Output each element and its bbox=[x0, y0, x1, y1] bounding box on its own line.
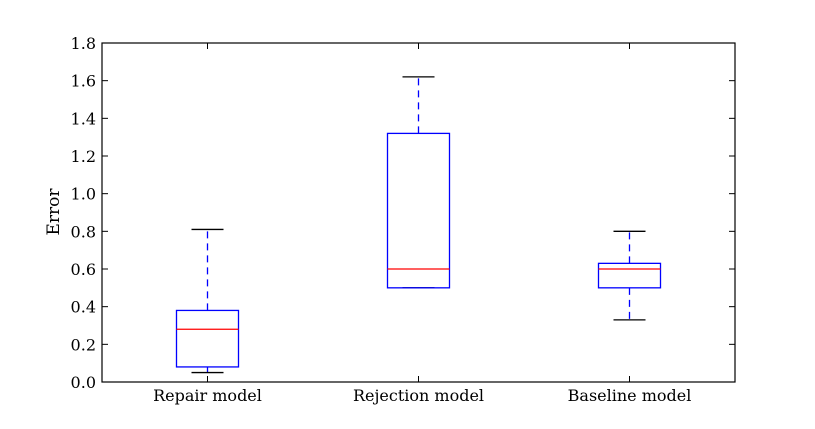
x-tick-label: Repair model bbox=[153, 386, 262, 405]
y-tick-label: 1.2 bbox=[71, 147, 96, 166]
y-tick-label: 0.8 bbox=[71, 222, 96, 241]
iqr-box bbox=[386, 132, 451, 289]
x-axis-ticks: Repair model Rejection model Baseline mode… bbox=[153, 43, 691, 405]
y-tick-label: 1.0 bbox=[71, 185, 96, 204]
box-1 bbox=[175, 228, 240, 374]
y-tick-label: 0.0 bbox=[71, 373, 96, 392]
iqr-box bbox=[597, 262, 662, 289]
x-tick-label: Baseline model bbox=[568, 386, 692, 405]
y-tick-label: 1.8 bbox=[71, 34, 96, 53]
y-axis-label: Error bbox=[44, 188, 64, 236]
box-3 bbox=[597, 230, 662, 321]
iqr-box bbox=[175, 309, 240, 368]
y-tick-label: 0.6 bbox=[71, 260, 96, 279]
y-tick-label: 0.2 bbox=[71, 335, 96, 354]
y-tick-label: 1.6 bbox=[71, 72, 96, 91]
y-axis-ticks: 0.0 0.2 0.4 0.6 0.8 1.0 1.2 1.4 1.6 1.8 bbox=[71, 34, 735, 392]
x-tick-label: Rejection model bbox=[353, 386, 484, 405]
y-tick-label: 0.4 bbox=[71, 298, 96, 317]
y-tick-label: 1.4 bbox=[71, 109, 96, 128]
box-2 bbox=[386, 76, 451, 289]
plot-area bbox=[101, 42, 736, 383]
